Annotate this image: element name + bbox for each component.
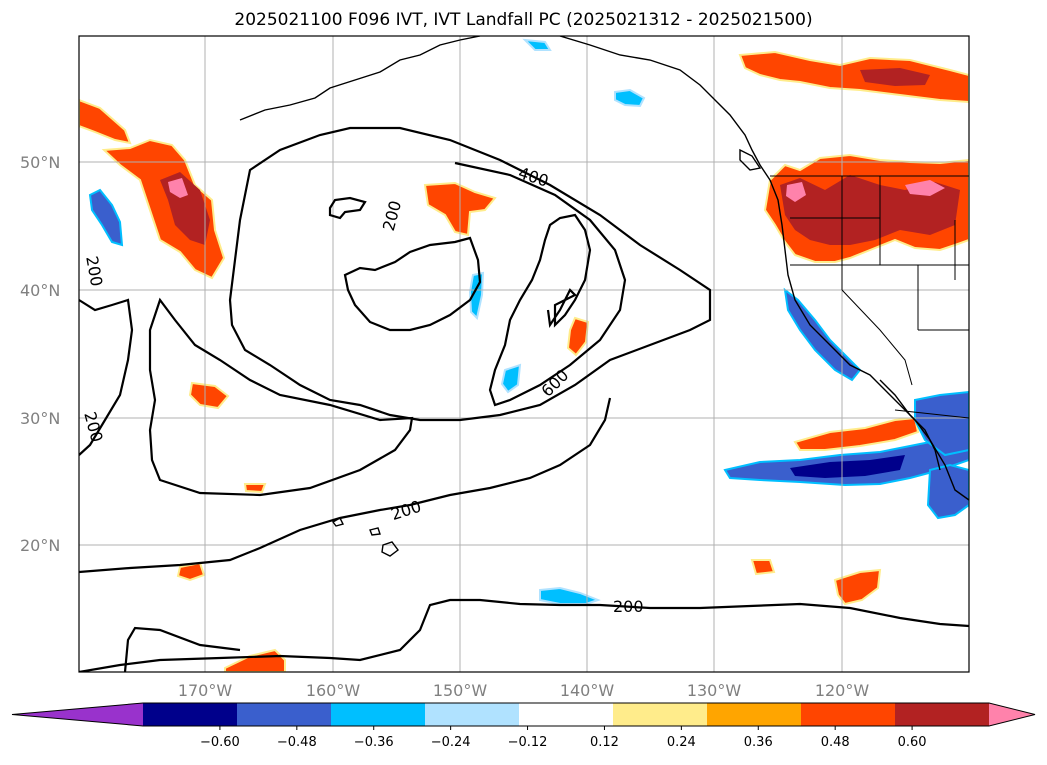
map-title: 2025021100 F096 IVT, IVT Landfall PC (20… (234, 10, 813, 30)
colorbar-segment (801, 703, 896, 726)
ivt-contours (79, 126, 969, 672)
contour-400-arc (343, 236, 482, 332)
colorbar-tick-label: 0.48 (821, 735, 850, 750)
graticule (79, 36, 969, 672)
pc-region-pnw-peak (786, 182, 806, 202)
colorbar-outline (11, 702, 1036, 727)
contour-200-gyre (228, 126, 712, 422)
colorbar-segment (895, 703, 990, 726)
pc-neg-subtropical-core (790, 455, 905, 478)
colorbar-segment (331, 703, 426, 726)
lon-label-140w: 140°W (560, 681, 615, 700)
lat-label-20n: 20°N (20, 536, 60, 555)
contour-200-south (79, 397, 612, 574)
pc-region-northeast-band (738, 50, 969, 104)
negative-pc-regions (88, 38, 969, 605)
pc-region-east-south-b (750, 559, 776, 576)
pc-neg-mexico (926, 463, 969, 520)
contour-200-bottom (79, 598, 969, 672)
coastlines (239, 36, 969, 557)
map-frame (78, 35, 970, 673)
lon-label-150w: 150°W (433, 681, 488, 700)
pc-neg-north (614, 88, 646, 108)
colorbar-segment (143, 703, 238, 726)
lon-label-170w: 170°W (178, 681, 233, 700)
positive-pc-regions (79, 50, 969, 672)
pc-region-west-peak (168, 178, 188, 198)
pc-region-east-south (833, 568, 882, 606)
pc-region-subtropical-band (793, 416, 920, 451)
contour-label-200-south: 200 (613, 597, 644, 616)
pc-region-subtropical-a (188, 381, 230, 410)
colorbar-tick-label: 0.12 (590, 735, 619, 750)
colorbar-extend-max (989, 703, 1035, 726)
colorbar-tick-label: 0.36 (744, 735, 773, 750)
pc-region-central-east (566, 316, 590, 357)
pc-neg-central-b (500, 363, 522, 394)
colorbar-segment (613, 703, 708, 726)
colorbar-segment (519, 703, 614, 726)
lon-label-120w: 120°W (815, 681, 870, 700)
colorbar-tick-label: −0.36 (354, 735, 394, 750)
colorbar-segment (707, 703, 802, 726)
latitude-labels: 50°N 40°N 30°N 20°N (20, 153, 60, 555)
pc-region-west-north (79, 98, 132, 145)
pc-neg-west (88, 188, 124, 247)
lon-label-160w: 160°W (306, 681, 361, 700)
pc-neg-south (539, 586, 601, 605)
contour-200-southwest (123, 626, 241, 672)
contour-600 (454, 161, 627, 407)
political-borders (770, 175, 969, 419)
colorbar: −0.60 −0.48 −0.36 −0.24 −0.12 0.12 0.24 0.36 0.4… (11, 702, 1036, 750)
colorbar-tick-label: 0.24 (667, 735, 696, 750)
lon-label-130w: 130°W (687, 681, 742, 700)
colorbar-tick-label: −0.24 (431, 735, 471, 750)
pc-region-northeast-core (860, 68, 930, 86)
pc-neg-subtropical-band (723, 428, 969, 487)
colorbar-tick-label: −0.48 (277, 735, 317, 750)
pc-region-pnw-peak-b (905, 180, 945, 196)
pc-region-south-b (243, 483, 267, 494)
lat-label-40n: 40°N (20, 281, 60, 300)
lat-label-30n: 30°N (20, 409, 60, 428)
colorbar-tick-label: −0.12 (508, 735, 548, 750)
contour-200-loop (148, 297, 414, 497)
colorbar-tick-label: −0.60 (200, 735, 240, 750)
lat-label-50n: 50°N (20, 153, 60, 172)
pc-neg-california-coast (783, 287, 862, 382)
pc-neg-north-b (522, 38, 552, 51)
contour-200-main (79, 298, 134, 456)
longitude-labels: 170°W 160°W 150°W 140°W 130°W 120°W (178, 681, 870, 700)
colorbar-segment (237, 703, 332, 726)
pc-region-west (101, 138, 226, 280)
colorbar-segment (425, 703, 520, 726)
colorbar-extend-min (12, 703, 143, 726)
contour-200-small (328, 196, 367, 220)
colorbar-tick-label: 0.60 (898, 735, 927, 750)
